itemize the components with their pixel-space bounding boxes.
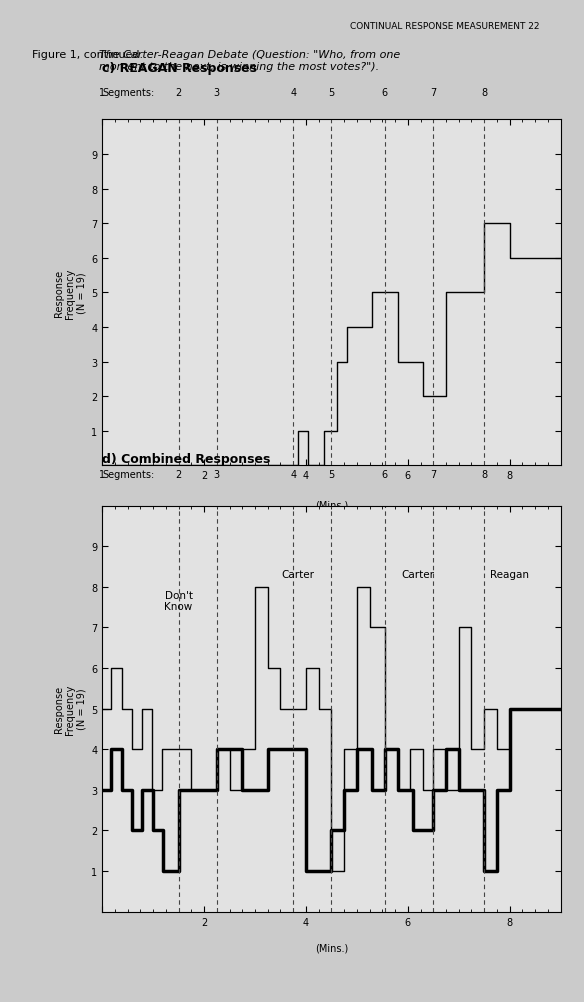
Text: 1: 1	[99, 88, 105, 98]
Text: 2: 2	[175, 88, 182, 98]
Text: Segments:: Segments:	[102, 88, 154, 98]
Text: 6: 6	[382, 88, 388, 98]
Y-axis label: Response
Frequency
(N = 19): Response Frequency (N = 19)	[54, 683, 87, 734]
Text: 8: 8	[481, 470, 487, 480]
Text: 6: 6	[382, 470, 388, 480]
Text: Carter: Carter	[402, 569, 434, 579]
Text: 3: 3	[214, 88, 220, 98]
Text: The Carter-Reagan Debate (Question: "Who, from one
moment to the next, is winnin: The Carter-Reagan Debate (Question: "Who…	[99, 50, 401, 72]
Text: 7: 7	[430, 88, 436, 98]
Text: 4: 4	[290, 88, 296, 98]
Text: (Mins.): (Mins.)	[315, 942, 348, 952]
Text: 3: 3	[214, 470, 220, 480]
Text: c) REAGAN Responses: c) REAGAN Responses	[102, 62, 257, 75]
Text: 4: 4	[290, 470, 296, 480]
Text: Carter: Carter	[282, 569, 315, 579]
Text: CONTINUAL RESPONSE MEASUREMENT 22: CONTINUAL RESPONSE MEASUREMENT 22	[350, 22, 540, 31]
Text: 7: 7	[430, 470, 436, 480]
Text: Figure 1, continued.: Figure 1, continued.	[32, 50, 147, 60]
Text: 5: 5	[328, 470, 335, 480]
Text: (Mins.): (Mins.)	[315, 500, 348, 510]
Text: Segments:: Segments:	[102, 470, 154, 480]
Text: 1: 1	[99, 470, 105, 480]
Text: d) Combined Responses: d) Combined Responses	[102, 453, 270, 465]
Text: 8: 8	[481, 88, 487, 98]
Text: 5: 5	[328, 88, 335, 98]
Y-axis label: Response
Frequency
(N = 19): Response Frequency (N = 19)	[54, 268, 87, 319]
Text: 2: 2	[175, 470, 182, 480]
Text: Don't
Know: Don't Know	[165, 590, 193, 611]
Text: Reagan: Reagan	[490, 569, 529, 579]
